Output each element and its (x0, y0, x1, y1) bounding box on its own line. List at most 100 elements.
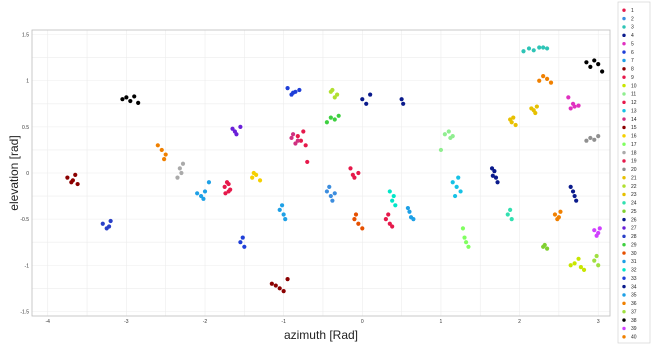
data-point (285, 277, 290, 282)
legend-marker (622, 318, 626, 322)
y-tick-label: -1 (25, 263, 30, 269)
grid (32, 30, 610, 316)
data-point (273, 283, 278, 288)
data-point (328, 115, 333, 120)
legend-label: 14 (631, 117, 637, 123)
legend-marker (622, 125, 626, 130)
data-point (584, 60, 589, 65)
data-point (386, 212, 391, 217)
data-point (466, 244, 471, 249)
legend-label: 23 (631, 192, 637, 198)
legend-marker (622, 276, 626, 280)
legend-label: 34 (631, 284, 637, 290)
legend-label: 28 (631, 234, 637, 240)
series-13 (450, 175, 463, 199)
data-point (281, 212, 286, 217)
data-point (100, 221, 105, 226)
legend-label: 15 (631, 125, 637, 131)
data-point (534, 104, 539, 109)
y-tick-label: 1 (26, 79, 29, 85)
data-point (301, 129, 306, 134)
data-point (120, 97, 125, 102)
x-tick-label: 2 (518, 319, 521, 325)
legend-label: 20 (631, 167, 637, 173)
data-point (401, 101, 406, 106)
data-point (407, 209, 412, 214)
data-point (257, 178, 263, 183)
data-point (279, 203, 285, 208)
series-15 (269, 277, 290, 294)
data-point (576, 256, 581, 261)
data-point (324, 189, 329, 194)
legend-marker (622, 167, 626, 172)
data-point (596, 134, 601, 139)
data-point (70, 178, 75, 183)
data-point (391, 193, 396, 199)
data-point (584, 138, 589, 143)
data-point (293, 141, 298, 146)
legend-label: 19 (631, 159, 637, 165)
legend-marker (622, 259, 626, 264)
legend-marker (622, 150, 626, 155)
legend-marker (622, 242, 626, 247)
x-tick-label: -3 (124, 319, 129, 325)
data-point (454, 184, 459, 189)
data-point (495, 180, 500, 185)
data-point (330, 87, 335, 93)
series-7 (195, 180, 212, 201)
data-point (159, 147, 164, 153)
legend-label: 10 (631, 83, 637, 89)
data-point (228, 187, 233, 192)
data-point (541, 74, 546, 79)
legend-label: 25 (631, 209, 637, 215)
x-tick-label: 1 (440, 319, 443, 325)
legend-marker (622, 41, 626, 46)
legend-marker (622, 234, 626, 239)
legend-label: 8 (631, 67, 634, 73)
y-tick-label: -0.5 (20, 217, 29, 223)
data-point (348, 166, 353, 171)
data-point (222, 184, 227, 189)
data-point (285, 86, 290, 91)
legend-label: 40 (631, 335, 637, 341)
data-point (332, 191, 337, 196)
data-point (290, 132, 296, 137)
series-33 (238, 235, 247, 249)
legend-marker (622, 100, 626, 105)
data-point (458, 189, 463, 194)
data-point (356, 170, 361, 176)
legend-marker (622, 159, 626, 163)
data-point (596, 263, 601, 268)
series-18 (175, 161, 186, 180)
data-point (462, 235, 467, 240)
data-point (177, 166, 182, 171)
series-38 (120, 58, 605, 105)
data-point (128, 98, 133, 104)
series-6 (285, 86, 302, 97)
legend-label: 26 (631, 217, 637, 223)
data-point (295, 138, 300, 143)
data-point (578, 265, 584, 270)
data-point (592, 228, 597, 233)
data-point (179, 170, 184, 176)
data-point (368, 92, 373, 97)
series-1 (222, 180, 233, 196)
data-point (387, 189, 392, 194)
data-point (132, 94, 137, 99)
data-point (399, 97, 404, 102)
y-tick-label: -1.5 (20, 309, 29, 315)
legend-label: 29 (631, 242, 637, 248)
data-point (360, 226, 365, 231)
series-36 (537, 74, 554, 85)
data-point (238, 240, 243, 245)
data-point (336, 113, 341, 118)
series-10 (568, 256, 587, 272)
series-24 (505, 207, 514, 222)
series-40 (155, 143, 563, 222)
plot-area (31, 29, 611, 317)
data-point (277, 207, 282, 212)
series-14 (289, 132, 300, 146)
data-point (226, 181, 231, 187)
data-point (456, 175, 461, 180)
legend-marker (622, 293, 626, 297)
